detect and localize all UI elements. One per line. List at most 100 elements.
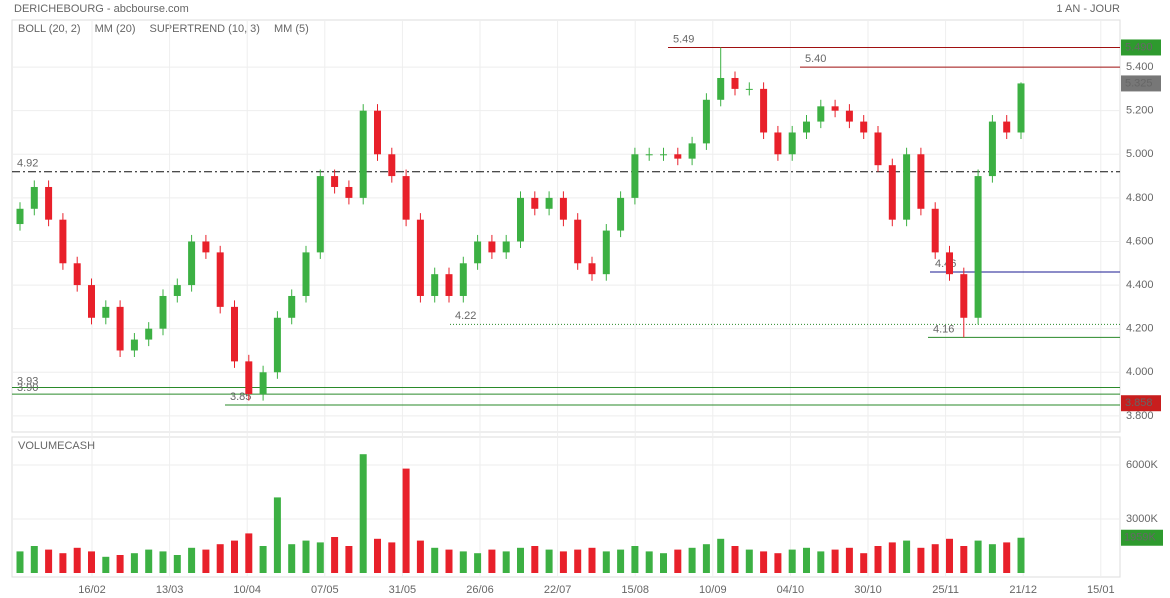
- volume-bar: [102, 556, 110, 573]
- price-tag: [1121, 39, 1161, 56]
- volume-bar: [517, 547, 524, 573]
- volume-bar: [188, 547, 196, 573]
- candle-body: [474, 241, 482, 264]
- volume-bar: [531, 546, 539, 573]
- candle-body: [431, 274, 439, 296]
- volume-bar: [216, 544, 224, 573]
- candle-body: [588, 263, 596, 275]
- candle-body: [788, 132, 796, 155]
- candle-body: [316, 176, 324, 253]
- volume-bar: [574, 549, 582, 573]
- candle-body: [931, 208, 939, 253]
- level-label: 3.93: [17, 375, 38, 387]
- candle-body: [231, 306, 238, 362]
- x-tick-label: 16/02: [78, 584, 106, 596]
- y-tick-label: 5.200: [1126, 105, 1154, 117]
- volume-bar: [788, 549, 796, 573]
- candle-body: [574, 219, 582, 264]
- volume-bar: [845, 547, 853, 573]
- price-frame: [11, 19, 1121, 433]
- candle-body: [288, 295, 296, 318]
- candle-body: [645, 154, 653, 156]
- volume-bar: [645, 551, 653, 573]
- candle-body: [102, 306, 110, 318]
- candle-body: [259, 372, 267, 395]
- candle-body: [159, 295, 167, 329]
- volume-bar: [674, 549, 682, 573]
- volume-bar: [960, 546, 968, 573]
- volume-bar: [731, 546, 739, 573]
- volume-bar: [974, 540, 982, 573]
- x-tick-label: 21/12: [1009, 584, 1037, 596]
- y-tick-label: 4.200: [1126, 323, 1154, 335]
- candle-body: [1017, 83, 1025, 133]
- candle-body: [888, 165, 896, 220]
- volume-bar: [559, 551, 567, 573]
- volume-bar: [688, 547, 696, 573]
- x-tick-label: 04/10: [777, 584, 805, 596]
- candle-body: [617, 197, 625, 231]
- candle-body: [302, 252, 310, 296]
- volume-bar: [16, 551, 24, 573]
- period: 1 AN - JOUR: [1056, 3, 1120, 15]
- volume-bar: [316, 542, 324, 573]
- level-label: 4.22: [455, 310, 476, 322]
- legend-entry: SUPERTREND (10, 3): [150, 23, 260, 35]
- x-tick-label: 31/05: [389, 584, 417, 596]
- x-tick-label: 10/09: [699, 584, 727, 596]
- volume-bar: [402, 468, 410, 573]
- volume-tag: [1121, 529, 1163, 546]
- volume-bar: [1017, 537, 1025, 573]
- candle-body: [374, 110, 381, 155]
- volume-bar: [288, 544, 296, 573]
- volume-bar: [45, 549, 53, 573]
- volume-bar: [931, 544, 939, 573]
- volume-bar: [831, 549, 839, 573]
- y-tick-label: 3.800: [1126, 410, 1154, 422]
- candle-body: [59, 219, 67, 264]
- volume-bar: [660, 553, 667, 573]
- y-tick-label: 5.400: [1126, 61, 1154, 73]
- candle-body: [130, 339, 138, 351]
- candle-body: [831, 106, 839, 111]
- candle-body: [545, 197, 553, 209]
- candle-body: [660, 154, 667, 156]
- price-tag-label: 5.325: [1125, 77, 1153, 89]
- volume-bar: [202, 549, 210, 573]
- volume-bar: [173, 555, 181, 573]
- volume-bar: [817, 551, 825, 573]
- x-tick-label: 13/03: [156, 584, 184, 596]
- volume-tag-label: 1959K: [1124, 532, 1156, 544]
- volume-bar: [760, 551, 768, 573]
- y-tick-label: 4.600: [1126, 235, 1154, 247]
- x-tick-label: 15/01: [1087, 584, 1115, 596]
- volume-bar: [116, 555, 124, 573]
- volume-bar: [860, 553, 868, 573]
- price-tag: [1121, 395, 1161, 412]
- candle-body: [817, 106, 825, 122]
- candle-body: [702, 99, 710, 144]
- candle-body: [273, 317, 281, 373]
- volume-bar: [259, 546, 267, 573]
- legend-entry: BOLL (20, 2): [18, 23, 81, 35]
- volume-bar: [374, 538, 381, 573]
- candle-body: [688, 143, 696, 159]
- price-tag-label: 5.490: [1125, 41, 1153, 53]
- x-tick-label: 26/06: [466, 584, 494, 596]
- x-tick-label: 25/11: [932, 584, 959, 596]
- candle-body: [16, 208, 24, 225]
- candle-body: [416, 219, 424, 296]
- candle-body: [345, 186, 353, 198]
- volume-bar: [602, 551, 610, 573]
- candle-body: [988, 121, 996, 177]
- volume-bar: [431, 547, 439, 573]
- y-tick-label: 4.400: [1126, 279, 1154, 291]
- volume-bar: [459, 551, 467, 573]
- candle-body: [359, 110, 367, 198]
- candle-body: [602, 230, 610, 275]
- candle-body: [960, 274, 968, 318]
- candle-body: [917, 154, 925, 209]
- candle-body: [245, 361, 253, 395]
- level-label: 5.40: [805, 53, 826, 65]
